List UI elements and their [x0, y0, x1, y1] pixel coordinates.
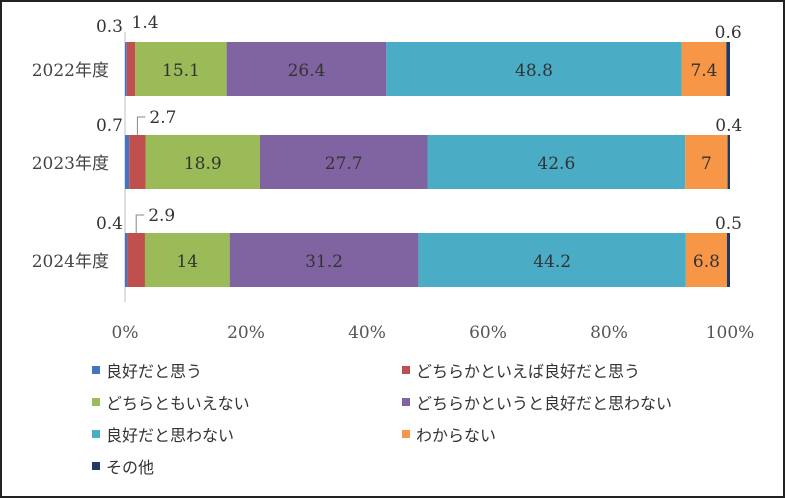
- data-label: 6.8: [693, 252, 720, 272]
- legend-item: どちらかといえば良好だと思う: [402, 356, 732, 384]
- bar-segment: [127, 233, 145, 287]
- bar-segment: [427, 135, 686, 189]
- legend-swatch: [402, 366, 410, 374]
- x-tick-label: 100%: [706, 323, 755, 343]
- data-label: 0.6: [715, 23, 742, 43]
- legend-swatch: [402, 430, 410, 438]
- bar-segment: [418, 233, 686, 287]
- data-label: 0.3: [96, 17, 123, 37]
- bar-segment: [129, 135, 146, 189]
- data-label: 2.7: [149, 108, 176, 128]
- bar-segment: [727, 135, 730, 189]
- bar-segment: [125, 233, 128, 287]
- legend-item: その他: [92, 452, 402, 480]
- legend-swatch: [92, 366, 100, 374]
- bar-segment: [126, 42, 136, 96]
- bar-segment: [226, 42, 387, 96]
- legend-label: 良好だと思わない: [106, 426, 235, 445]
- legend-label: どちらともいえない: [106, 394, 250, 413]
- x-tick-label: 80%: [590, 323, 628, 343]
- bar-segment: [726, 233, 730, 287]
- bar-segment: [685, 233, 727, 287]
- data-label: 14: [176, 252, 198, 272]
- category-label: 2023年度: [32, 154, 109, 174]
- x-tick-label: 60%: [469, 323, 507, 343]
- category-label: 2024年度: [32, 252, 109, 272]
- data-label: 7: [701, 154, 712, 174]
- bar-segment: [685, 135, 728, 189]
- legend-label: どちらかといえば良好だと思う: [416, 362, 641, 381]
- stacked-bar-chart: 2022年度 2023年度 2024年度 0.3 1.4 15.1 26.4 48.8 7.4 0…: [32, 13, 755, 343]
- data-label: 2.9: [148, 206, 175, 226]
- data-label: 27.7: [325, 154, 363, 174]
- data-label: 26.4: [288, 61, 326, 81]
- legend-label: 良好だと思う: [106, 362, 203, 381]
- bar-segment: [125, 42, 127, 96]
- leader-line: [136, 116, 146, 135]
- legend-item: どちらかというと良好だと思わない: [402, 388, 732, 416]
- data-label: 0.4: [96, 214, 123, 234]
- bar-segment: [386, 42, 682, 96]
- legend-label: どちらかというと良好だと思わない: [416, 394, 673, 413]
- leader-line: [135, 214, 145, 233]
- legend-label: わからない: [416, 426, 497, 445]
- legend-item: 良好だと思わない: [92, 420, 402, 448]
- data-label: 44.2: [533, 252, 571, 272]
- legend-swatch: [92, 430, 100, 438]
- data-label: 1.4: [132, 13, 159, 33]
- data-label: 7.4: [690, 61, 717, 81]
- x-tick-label: 40%: [348, 323, 386, 343]
- legend-item: わからない: [402, 420, 732, 448]
- data-label: 15.1: [162, 61, 200, 81]
- data-label: 0.4: [715, 116, 742, 136]
- x-tick-label: 20%: [227, 323, 265, 343]
- legend-item: どちらともいえない: [92, 388, 402, 416]
- bar-segment: [145, 135, 260, 189]
- legend-swatch: [92, 398, 100, 406]
- bar-segment: [681, 42, 727, 96]
- legend-swatch: [402, 398, 410, 406]
- bar-segment: [259, 135, 428, 189]
- bar-segment: [144, 233, 230, 287]
- legend: 良好だと思う どちらかといえば良好だと思うどちらともいえない どちらかというと良好だ…: [92, 356, 732, 480]
- x-tick-label: 0%: [112, 323, 139, 343]
- data-label: 31.2: [305, 252, 343, 272]
- legend-swatch: [92, 462, 100, 470]
- bar-segment: [726, 42, 730, 96]
- data-label: 48.8: [515, 61, 553, 81]
- data-label: 18.9: [184, 154, 222, 174]
- bar-segment: [229, 233, 419, 287]
- data-label: 42.6: [537, 154, 575, 174]
- bar-segment: [135, 42, 227, 96]
- data-label: 0.5: [715, 214, 742, 234]
- category-label: 2022年度: [32, 61, 109, 81]
- bar-segment: [125, 135, 130, 189]
- legend-item: 良好だと思う: [92, 356, 402, 384]
- data-label: 0.7: [96, 116, 123, 136]
- legend-label: その他: [106, 458, 155, 477]
